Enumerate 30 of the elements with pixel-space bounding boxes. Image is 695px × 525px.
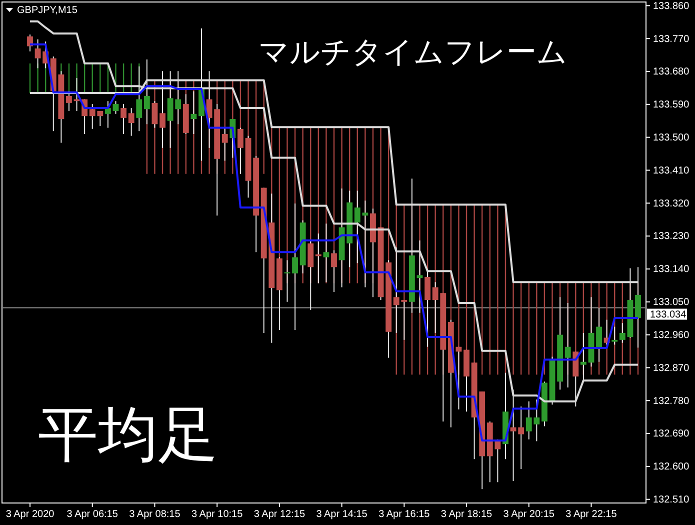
x-tick-label: 3 Apr 18:15 bbox=[440, 509, 493, 520]
y-tick-label: 133.680 bbox=[653, 66, 690, 78]
y-tick-label: 133.590 bbox=[653, 100, 690, 111]
x-tick-label: 3 Apr 16:15 bbox=[378, 509, 430, 520]
y-tick-label: 133.410 bbox=[653, 165, 690, 176]
y-tick-label: 133.050 bbox=[653, 297, 690, 308]
x-tick-label: 3 Apr 10:15 bbox=[192, 509, 244, 520]
annotation: 平均足 bbox=[38, 401, 218, 468]
x-tick-label: 3 Apr 22:15 bbox=[566, 509, 618, 520]
chart-subtitle: GBPJPY,M15 bbox=[17, 5, 78, 16]
x-tick-label: 3 Apr 12:15 bbox=[254, 509, 306, 520]
y-tick-label: 133.770 bbox=[653, 34, 690, 45]
y-tick-label: 133.860 bbox=[653, 0, 690, 12]
y-tick-label: 133.320 bbox=[653, 198, 690, 210]
x-tick-label: 3 Apr 08:15 bbox=[129, 509, 181, 520]
y-tick-label: 132.600 bbox=[653, 462, 690, 473]
y-tick-label: 132.780 bbox=[653, 396, 690, 407]
ref-line-label: 133.034 bbox=[650, 310, 687, 321]
y-tick-label: 132.690 bbox=[653, 428, 690, 440]
text: マルチタイムフレーム bbox=[258, 36, 568, 69]
x-tick-label: 3 Apr 14:15 bbox=[316, 509, 368, 520]
x-tick-label: 3 Apr 06:15 bbox=[66, 509, 118, 520]
x-tick-label: 3 Apr 20:15 bbox=[503, 509, 555, 520]
y-tick-label: 132.870 bbox=[653, 362, 690, 374]
x-tick-label: 3 Apr 2020 bbox=[6, 509, 55, 520]
y-tick-label: 132.960 bbox=[653, 330, 690, 341]
y-tick-label: 133.500 bbox=[653, 132, 690, 144]
y-tick-label: 132.510 bbox=[653, 494, 690, 506]
y-tick-label: 133.140 bbox=[653, 264, 690, 276]
y-tick-label: 133.230 bbox=[653, 231, 690, 242]
